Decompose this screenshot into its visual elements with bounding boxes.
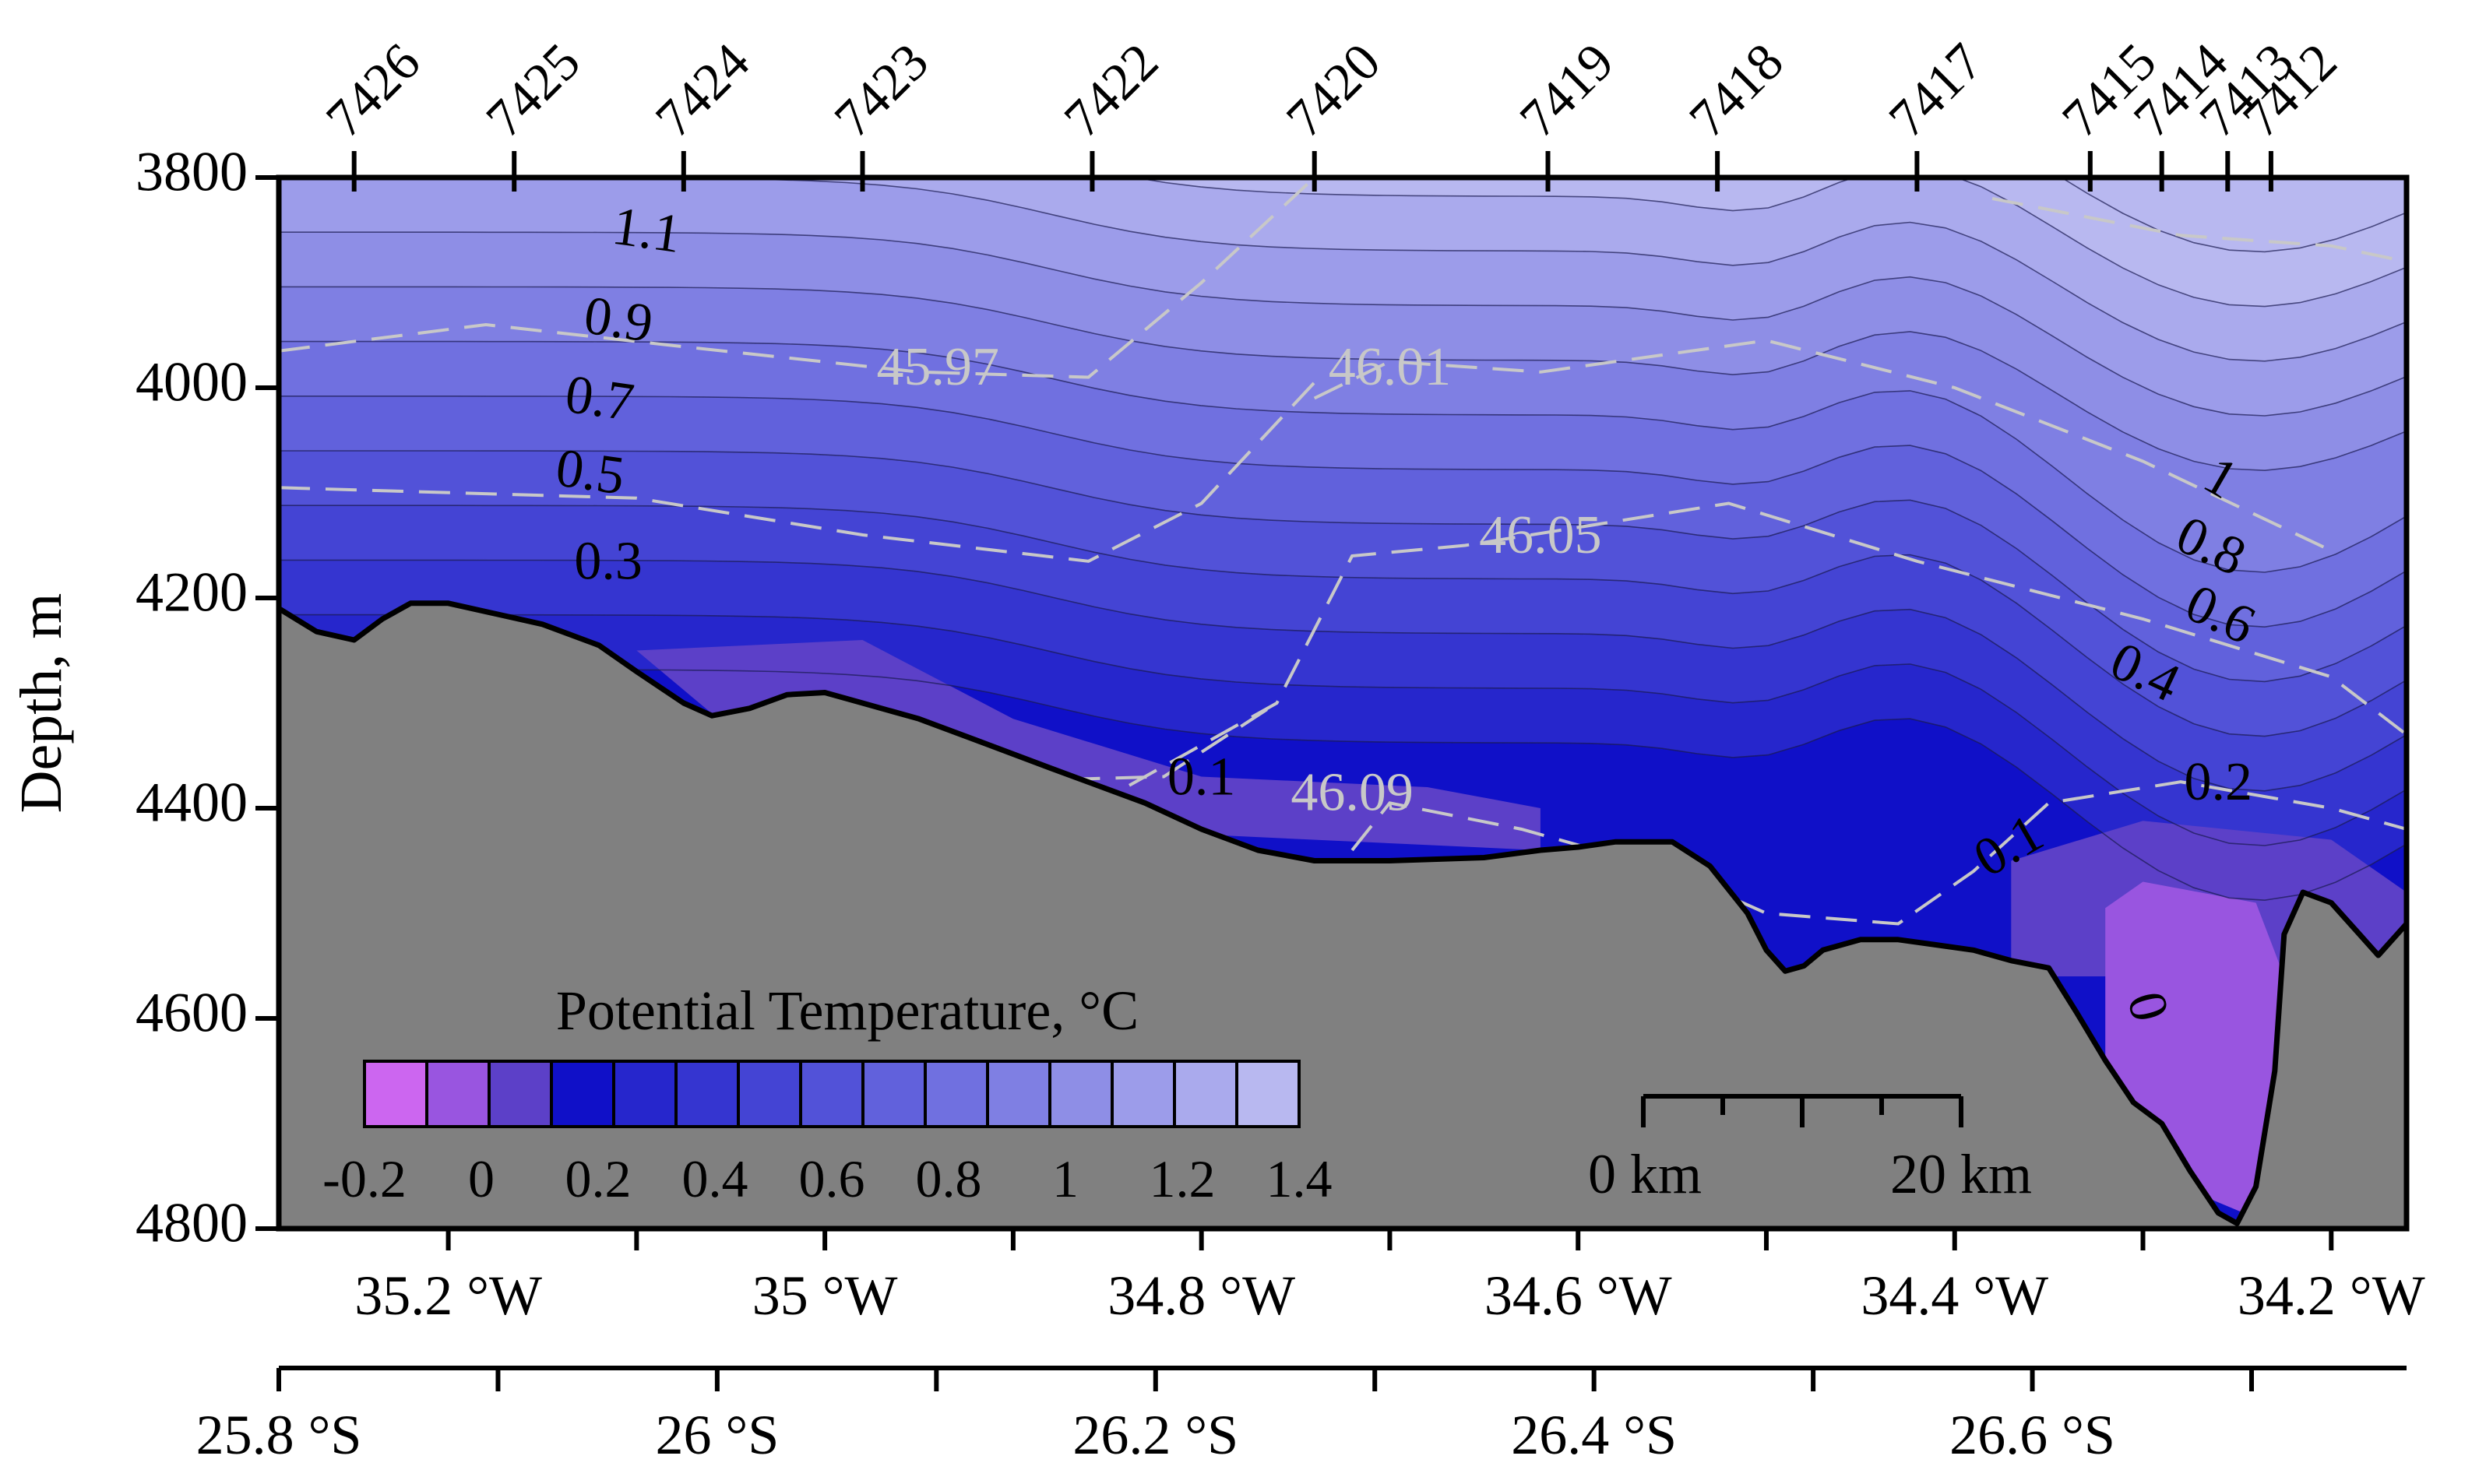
colorbar-swatch xyxy=(986,1060,1051,1128)
colorbar-tick-label: 1 xyxy=(1052,1149,1079,1208)
lon-tick-label: 34.4 °W xyxy=(1861,1264,2048,1327)
station-label: 7419 xyxy=(1508,32,1625,149)
colorbar-swatch xyxy=(799,1060,864,1128)
colorbar-swatch xyxy=(1111,1060,1176,1128)
colorbar-swatch xyxy=(1173,1060,1238,1128)
density-label: 46.01 xyxy=(1329,337,1452,397)
y-tick-label: 4600 xyxy=(136,982,248,1044)
station-label: 7425 xyxy=(474,32,591,149)
isotherm-line xyxy=(279,559,2407,792)
y-tick-label: 4400 xyxy=(136,772,248,834)
plot-area: 1.10.90.70.50.30.110.80.60.40.20.10 45.9… xyxy=(276,174,2410,1232)
colorbar-ticks: -0.2 0 0.2 0.4 0.6 0.8 1 1.2 1.4 xyxy=(322,1149,1332,1208)
colorbar-title: Potential Temperature, °C xyxy=(556,979,1139,1042)
colorbar-swatch xyxy=(488,1060,553,1128)
density-contour xyxy=(279,381,1316,563)
station-label: 7417 xyxy=(1877,32,1994,149)
y-tick-label: 4200 xyxy=(136,561,248,624)
density-label: 45.97 xyxy=(876,337,999,397)
lat-tick-label: 25.8 °S xyxy=(196,1404,362,1466)
y-axis: 3800 4000 4200 4400 4600 4800 xyxy=(136,141,279,1254)
density-label: 46.05 xyxy=(1479,505,1602,565)
isotherm-label: 0.1 xyxy=(1167,747,1236,807)
density-contour xyxy=(279,178,1316,379)
lon-tick-label: 34.8 °W xyxy=(1107,1264,1295,1327)
colorbar-swatch xyxy=(1235,1060,1301,1128)
colorbar-swatch xyxy=(674,1060,740,1128)
station-axis: 7426 7425 7424 7423 7422 7420 7419 7418 7417 7415… xyxy=(315,32,2348,192)
isotherm-line xyxy=(279,286,2407,472)
isotherm-label: 0.9 xyxy=(580,285,656,353)
isotherm-label: 1.1 xyxy=(609,196,685,265)
colorbar-swatch xyxy=(924,1060,989,1128)
lon-tick-label: 34.2 °W xyxy=(2238,1264,2425,1327)
temperature-band xyxy=(636,640,1541,850)
colorbar-swatch xyxy=(425,1060,491,1128)
y-tick-label: 4000 xyxy=(136,351,248,413)
density-label: 46.09 xyxy=(1291,763,1414,823)
isotherm-label: 0.5 xyxy=(552,438,628,506)
colorbar-swatch xyxy=(861,1060,927,1128)
station-label: 7423 xyxy=(822,32,939,149)
scale-bar: 0 km 20 km xyxy=(1588,1094,2032,1205)
scale-bar-end-label: 20 km xyxy=(1890,1143,2032,1205)
scale-bar-line xyxy=(1641,1094,1963,1127)
isotherm-label: 0.2 xyxy=(2184,752,2252,812)
colorbar-tick-label: 1.4 xyxy=(1266,1149,1333,1208)
colorbar: Potential Temperature, °C -0.2 0 0.2 0.4 0.6… xyxy=(322,979,1332,1208)
density-contour xyxy=(1991,197,2407,263)
y-tick-label: 4800 xyxy=(136,1192,248,1254)
lon-tick-label: 35 °W xyxy=(752,1264,898,1327)
longitude-axis: 35.2 °W 35 °W 34.8 °W 34.6 °W 34.4 °W 34.2 °W xyxy=(354,1229,2425,1327)
isotherm-line xyxy=(279,396,2407,628)
station-label: 7418 xyxy=(1678,32,1794,149)
isotherm-label: 0.3 xyxy=(574,532,643,592)
y-tick-label: 3800 xyxy=(136,141,248,203)
isotherm-label: 0.7 xyxy=(562,364,637,433)
colorbar-tick-label: 1.2 xyxy=(1150,1149,1216,1208)
station-label: 7426 xyxy=(315,32,431,149)
colorbar-tick-label: 0 xyxy=(468,1149,495,1208)
lon-tick-label: 34.6 °W xyxy=(1484,1264,1672,1327)
colorbar-tick-label: 0.6 xyxy=(799,1149,865,1208)
station-label: 7420 xyxy=(1275,32,1392,149)
density-contour xyxy=(1350,780,2407,926)
scale-bar-start-label: 0 km xyxy=(1588,1143,1702,1205)
colorbar-swatch xyxy=(737,1060,802,1128)
colorbar-swatch xyxy=(363,1060,428,1128)
density-contour xyxy=(1087,501,2407,810)
lon-tick-label: 35.2 °W xyxy=(354,1264,542,1327)
neutral-density-lines xyxy=(279,178,2407,926)
isotherm-line xyxy=(279,450,2407,683)
lat-tick-label: 26.2 °S xyxy=(1072,1404,1238,1466)
isotherm-line xyxy=(1130,178,2407,308)
temperature-band xyxy=(1134,178,2407,307)
colorbar-swatch xyxy=(612,1060,678,1128)
density-contour xyxy=(1313,339,2333,553)
isotherm-line xyxy=(279,614,2407,846)
colorbar-tick-label: 0.8 xyxy=(916,1149,982,1208)
colorbar-tick-label: -0.2 xyxy=(322,1149,407,1208)
colorbar-swatch xyxy=(1048,1060,1114,1128)
y-axis-label: Depth, m xyxy=(9,593,74,814)
temperature-fill-layer xyxy=(279,178,2407,1229)
lat-tick-label: 26 °S xyxy=(655,1404,779,1466)
colorbar-swatch xyxy=(550,1060,615,1128)
density-labels: 45.97 46.01 46.05 46.09 xyxy=(876,337,1601,823)
temperature-band xyxy=(279,178,2407,416)
plot-frame xyxy=(276,174,2410,1232)
isotherm-line xyxy=(279,231,2407,417)
colorbar-tick-label: 0.2 xyxy=(565,1149,632,1208)
colorbar-swatches xyxy=(363,1060,1301,1128)
temperature-band xyxy=(279,178,2407,361)
lat-tick-label: 26.6 °S xyxy=(1949,1404,2115,1466)
colorbar-tick-label: 0.4 xyxy=(682,1149,748,1208)
station-label: 7422 xyxy=(1052,32,1169,149)
station-label: 7424 xyxy=(644,32,761,149)
lat-tick-label: 26.4 °S xyxy=(1511,1404,1677,1466)
latitude-axis: 25.8 °S 26 °S 26.2 °S 26.4 °S 26.6 °S xyxy=(196,1366,2407,1466)
